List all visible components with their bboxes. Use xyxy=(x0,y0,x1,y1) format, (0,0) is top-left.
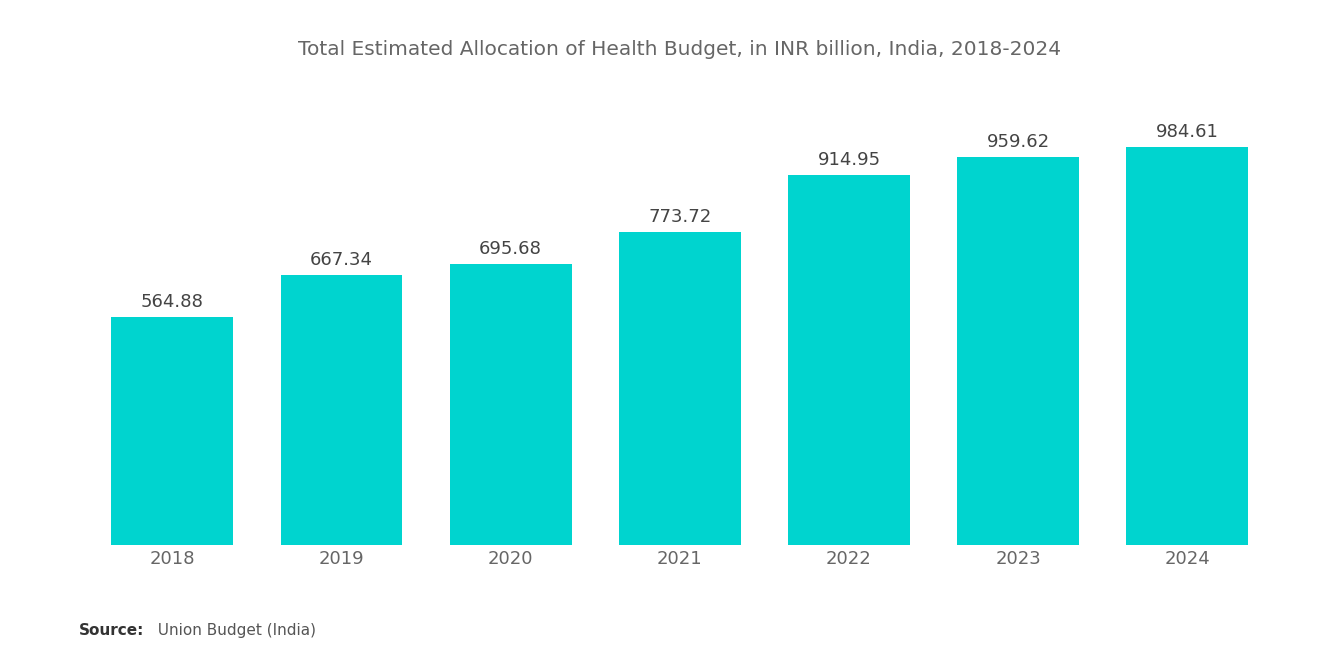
Text: 773.72: 773.72 xyxy=(648,208,711,226)
Text: 667.34: 667.34 xyxy=(310,251,374,269)
Bar xyxy=(788,175,909,545)
Text: 959.62: 959.62 xyxy=(986,133,1049,151)
Bar xyxy=(1126,147,1249,545)
Bar xyxy=(111,317,234,545)
Bar xyxy=(957,157,1078,545)
Title: Total Estimated Allocation of Health Budget, in INR billion, India, 2018-2024: Total Estimated Allocation of Health Bud… xyxy=(298,40,1061,59)
Text: 564.88: 564.88 xyxy=(141,293,203,311)
Text: Union Budget (India): Union Budget (India) xyxy=(148,623,315,638)
Text: 984.61: 984.61 xyxy=(1156,122,1218,141)
Text: 914.95: 914.95 xyxy=(817,151,880,169)
Text: 695.68: 695.68 xyxy=(479,239,543,257)
Text: Source:: Source: xyxy=(79,623,145,638)
Bar xyxy=(619,232,741,545)
Bar xyxy=(450,264,572,545)
Bar xyxy=(281,275,403,545)
